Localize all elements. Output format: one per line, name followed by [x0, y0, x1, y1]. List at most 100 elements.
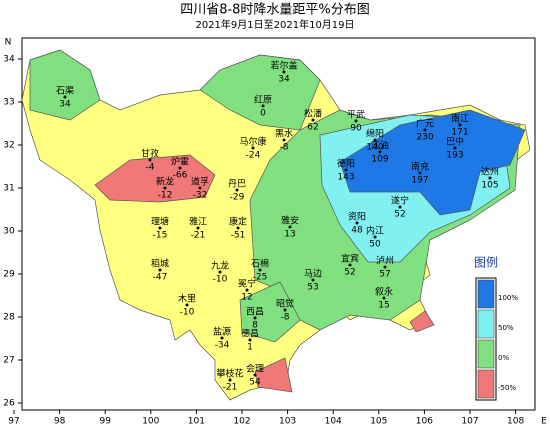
station-value: -24 [246, 151, 261, 161]
station-dot [251, 146, 255, 150]
y-tick-label: 28 [3, 313, 15, 323]
legend-swatch [477, 309, 495, 339]
legend-swatch [477, 339, 495, 369]
station-value: 52 [344, 268, 355, 278]
station-name: 攀枝花 [216, 368, 243, 380]
station-dot [245, 288, 249, 292]
station-value: -10 [213, 275, 228, 285]
station-value: -25 [253, 273, 268, 283]
station-name: 德阳 [337, 158, 355, 170]
station-name: 丹巴 [228, 179, 246, 190]
station-dot [453, 146, 457, 150]
station-name: 内江 [366, 225, 384, 237]
station-dot [344, 168, 348, 172]
station-name: 若尔盖 [270, 60, 297, 72]
station-name: 黑水 [275, 128, 293, 140]
legend-label: 100% [498, 294, 518, 302]
y-tick-label: 31 [3, 184, 14, 194]
station-name: 达州 [481, 166, 499, 178]
station-name: 南充 [411, 161, 429, 173]
station-name: 雅安 [281, 215, 299, 227]
station-value: 197 [411, 176, 428, 186]
station-name: 理塘 [151, 216, 169, 228]
station-name: 松潘 [304, 108, 322, 120]
station-value: 57 [379, 270, 390, 280]
station-dot [248, 338, 252, 342]
x-tick-label: 99 [99, 417, 111, 427]
station-dot [236, 226, 240, 230]
station-value: 0 [260, 109, 266, 119]
station-name: 石渠 [56, 85, 74, 97]
station-dot [253, 373, 257, 377]
station-value: 193 [446, 151, 463, 161]
station-name: 会理 [246, 363, 264, 375]
station-value: 54 [249, 378, 261, 388]
station-value: -10 [180, 308, 195, 318]
legend-label: -50% [498, 384, 516, 392]
station-dot [398, 205, 402, 209]
station-name: 马边 [304, 269, 322, 280]
station-name: 稻城 [151, 259, 169, 270]
station-dot [288, 225, 292, 229]
station-name: 泸州 [376, 256, 394, 267]
station-name: 遂宁 [391, 195, 409, 207]
station-name: 石棉 [251, 258, 269, 270]
x-tick-label: 105 [370, 417, 387, 427]
station-value: -32 [193, 191, 208, 201]
station-dot [261, 104, 265, 108]
station-name: 新龙 [156, 176, 174, 188]
north-label: N [5, 38, 12, 48]
x-tick-label: 108 [507, 417, 524, 427]
station-dot [348, 263, 352, 267]
station-name: 康定 [229, 216, 247, 228]
station-dot [282, 138, 286, 142]
station-value: -29 [230, 193, 245, 203]
station-name: 德昌 [241, 328, 259, 340]
station-value: 15 [378, 301, 389, 311]
y-tick-label: 30 [3, 227, 15, 237]
station-dot [220, 336, 224, 340]
station-value: 48 [351, 226, 363, 236]
station-name: 木里 [178, 293, 196, 305]
station-dot [311, 278, 315, 282]
legend-title: 图例 [474, 256, 498, 270]
station-value: -51 [231, 231, 246, 241]
station-value: 1 [247, 343, 253, 353]
station-value: 171 [451, 128, 468, 138]
station-name: 道孚 [191, 176, 209, 188]
contour-region [409, 310, 435, 333]
station-name: 叙永 [375, 286, 393, 298]
contour-region [254, 357, 293, 393]
y-tick-label: 26 [3, 399, 15, 409]
y-tick-label: 32 [3, 141, 14, 151]
station-name: 炉霍 [171, 156, 189, 168]
station-value: 105 [481, 181, 498, 191]
y-tick-label: 27 [3, 356, 14, 366]
contour-region [339, 109, 526, 216]
station-dot [196, 226, 200, 230]
station-dot [311, 118, 315, 122]
station-value: 12 [241, 293, 252, 303]
station-dot [373, 235, 377, 239]
station-dot [235, 188, 239, 192]
station-dot [382, 296, 386, 300]
station-value: 109 [371, 155, 388, 165]
subtitle: 2021年9月1日至2021年10月19日 [195, 18, 354, 31]
station-value: -47 [153, 273, 168, 283]
station-dot [185, 303, 189, 307]
x-tick-label: 102 [233, 417, 250, 427]
station-dot [218, 270, 222, 274]
station-value: 50 [369, 240, 381, 250]
station-dot [355, 221, 359, 225]
station-value: -12 [158, 191, 173, 201]
station-name: 资阳 [348, 212, 366, 223]
station-name: 西昌 [246, 307, 264, 318]
station-dot [378, 150, 382, 154]
station-dot [258, 268, 262, 272]
station-dot [383, 265, 387, 269]
station-value: -66 [173, 171, 188, 181]
y-tick-label: 29 [3, 270, 15, 280]
x-tick-label: 100 [142, 417, 159, 427]
station-value: 13 [284, 230, 295, 240]
